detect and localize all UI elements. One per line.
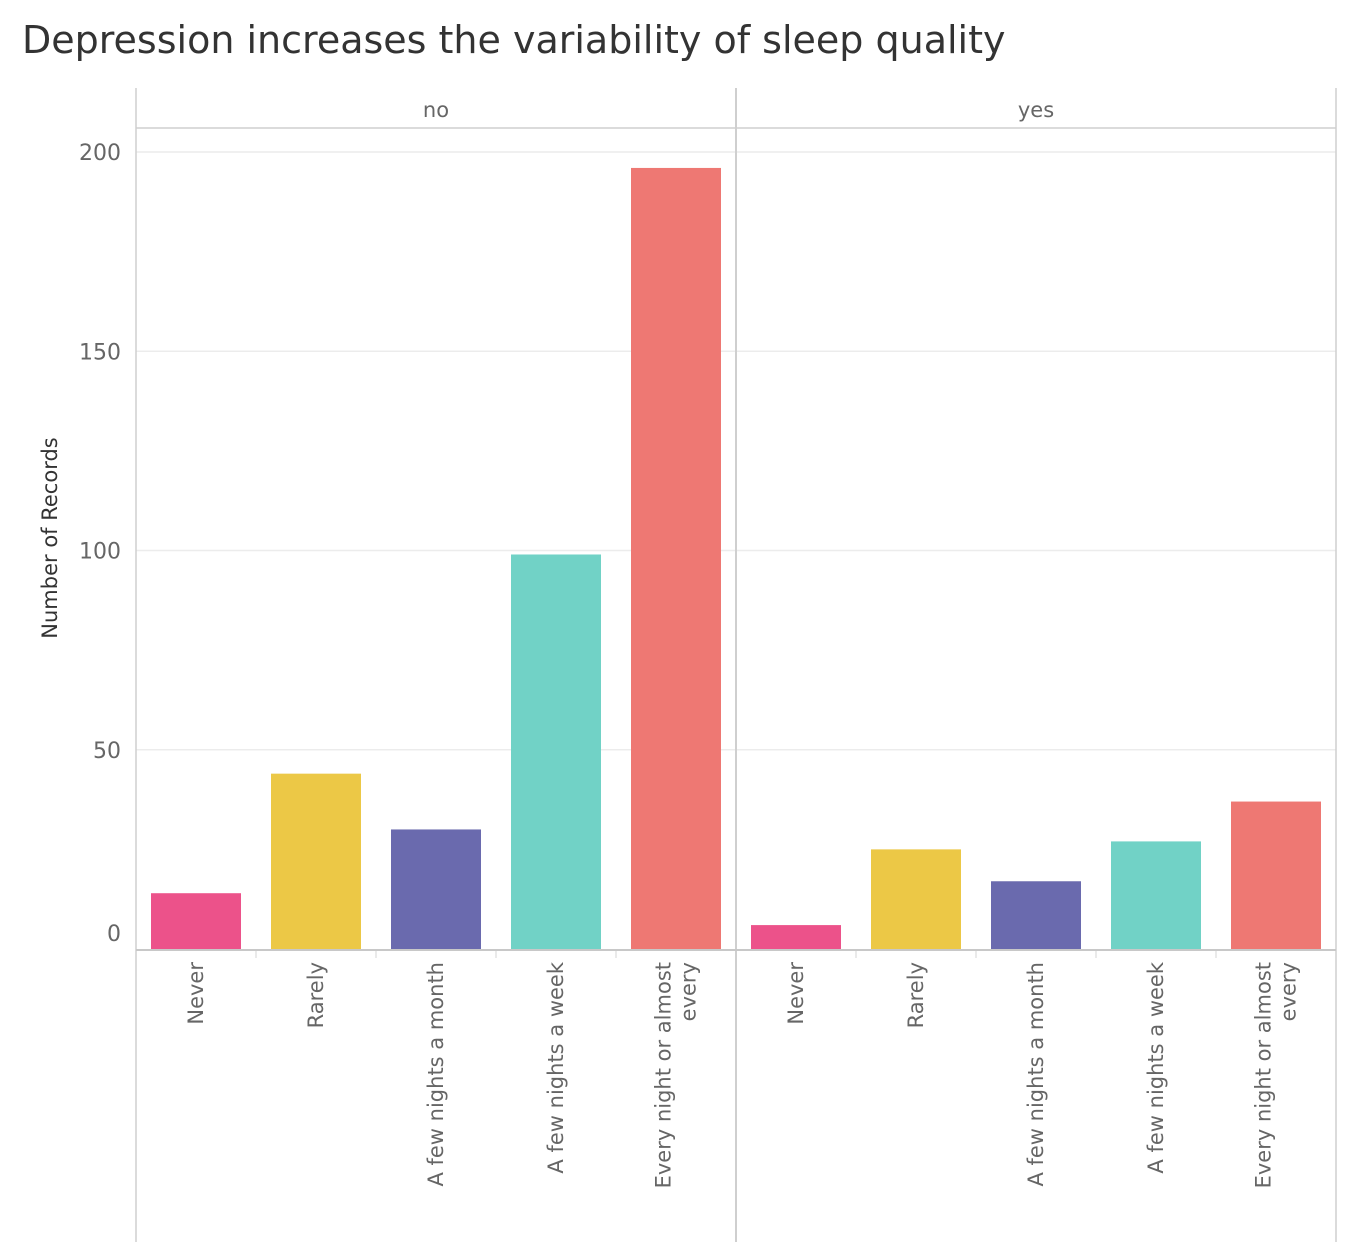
bar — [511, 554, 601, 949]
category-label-line: every — [677, 962, 701, 1021]
category-label: Never — [184, 962, 208, 1025]
category-label: A few nights a week — [544, 961, 568, 1173]
bar — [271, 773, 361, 949]
category-label: A few nights a week — [1144, 961, 1168, 1173]
bar — [631, 167, 721, 949]
category-label-line: A few nights a month — [1024, 962, 1048, 1187]
bar — [1111, 841, 1201, 949]
category-label-line: Rarely — [304, 962, 328, 1028]
bars — [151, 167, 1321, 949]
category-label-line: A few nights a month — [424, 962, 448, 1187]
y-axis-title: Number of Records — [38, 437, 62, 638]
bar — [871, 849, 961, 949]
category-label-line: Every night or almost — [652, 962, 676, 1188]
bar — [751, 925, 841, 949]
chart-title: Depression increases the variability of … — [22, 18, 1006, 62]
category-label: Never — [784, 962, 808, 1025]
category-label: Every night or almost every — [1252, 962, 1301, 1188]
y-tick-label: 0 — [107, 922, 121, 947]
facet-label-yes: yes — [1018, 98, 1054, 122]
bar — [151, 893, 241, 949]
category-label-line: every — [1277, 962, 1301, 1021]
category-label-line: A few nights a week — [1144, 961, 1168, 1173]
y-tick-label: 200 — [79, 141, 121, 166]
category-label-line: Every night or almost — [1252, 962, 1276, 1188]
category-label: A few nights a month — [424, 962, 448, 1187]
category-label-line: Never — [784, 962, 808, 1025]
category-label-line: Rarely — [904, 962, 928, 1028]
labels: 0 50 100 150 200 no Never Rarely A few nights a … — [79, 98, 1301, 1188]
category-label: Rarely — [904, 962, 928, 1028]
bar — [991, 881, 1081, 949]
facet-label-no: no — [423, 98, 449, 122]
category-label-line: Never — [184, 962, 208, 1025]
category-label-line: A few nights a week — [544, 961, 568, 1173]
chart-frame — [135, 88, 1337, 1242]
bar — [1231, 801, 1321, 949]
y-tick-label: 100 — [79, 540, 121, 565]
category-label: Rarely — [304, 962, 328, 1028]
bar — [391, 829, 481, 949]
category-label: A few nights a month — [1024, 962, 1048, 1187]
y-tick-label: 50 — [93, 739, 121, 764]
y-tick-label: 150 — [79, 340, 121, 365]
category-label: Every night or almost every — [652, 962, 701, 1188]
